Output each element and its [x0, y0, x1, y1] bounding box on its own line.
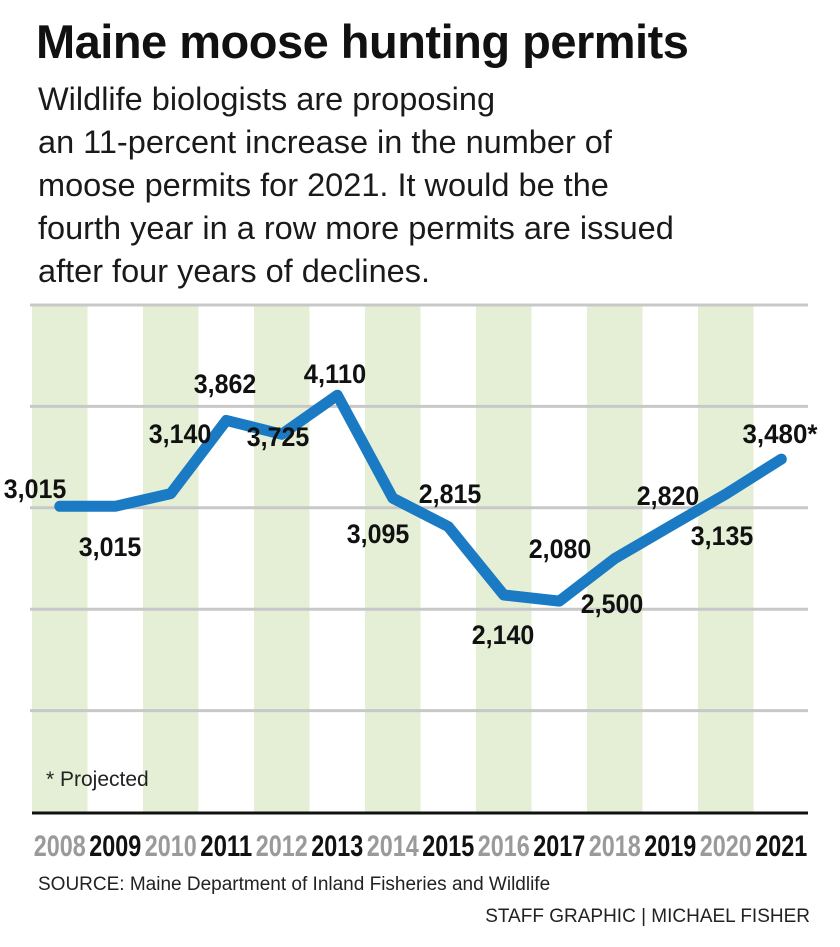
column-stripe — [476, 305, 532, 812]
subtitle-line: moose permits for 2021. It would be the — [38, 167, 609, 203]
x-tick-label: 2021 — [755, 830, 807, 863]
column-stripe — [698, 305, 754, 812]
data-label: 3,095 — [347, 519, 410, 549]
data-label: 3,862 — [194, 369, 257, 399]
x-tick-label: 2011 — [200, 830, 252, 863]
data-label: 2,500 — [581, 589, 644, 619]
x-tick-label: 2009 — [89, 830, 141, 863]
data-label: 3,725 — [247, 422, 310, 452]
x-tick-label: 2016 — [478, 830, 530, 863]
x-tick-label: 2010 — [145, 830, 197, 863]
chart-subtitle: Wildlife biologists are proposing an 11-… — [38, 78, 828, 293]
column-stripe — [254, 305, 310, 812]
x-tick-label: 2020 — [700, 830, 752, 863]
series-line — [54, 389, 787, 607]
data-label: 2,815 — [419, 479, 482, 509]
data-label: 3,135 — [691, 521, 754, 551]
x-tick-label: 2018 — [589, 830, 641, 863]
data-label: 4,110 — [304, 359, 367, 389]
source-note: SOURCE: Maine Department of Inland Fishe… — [38, 874, 551, 895]
x-tick-label: 2013 — [311, 830, 363, 863]
x-tick-label: 2015 — [422, 830, 474, 863]
x-tick-label: 2008 — [34, 830, 86, 863]
data-label: 2,140 — [472, 620, 535, 650]
data-label: 2,820 — [637, 481, 700, 511]
column-stripe — [365, 305, 421, 812]
data-label: 2,080 — [529, 534, 592, 564]
x-tick-label: 2017 — [533, 830, 585, 863]
projected-footnote: * Projected — [46, 768, 149, 791]
chart-title: Maine moose hunting permits — [36, 15, 689, 68]
column-stripe — [32, 305, 88, 812]
data-label: 3,480* — [743, 419, 818, 449]
x-tick-label: 2012 — [256, 830, 308, 863]
data-label: 3,015 — [79, 532, 142, 562]
subtitle-line: after four years of declines. — [38, 253, 430, 289]
subtitle-line: an 11-percent increase in the number of — [38, 124, 612, 160]
x-tick-label: 2014 — [367, 830, 419, 863]
column-stripe — [143, 305, 199, 812]
x-tick-label: 2019 — [644, 830, 696, 863]
subtitle-line: Wildlife biologists are proposing — [38, 81, 496, 117]
data-label: 3,140 — [149, 419, 212, 449]
graphic-credit: STAFF GRAPHIC | MICHAEL FISHER — [485, 906, 810, 927]
data-label: 3,015 — [4, 474, 67, 504]
subtitle-line: fourth year in a row more permits are is… — [38, 210, 674, 246]
